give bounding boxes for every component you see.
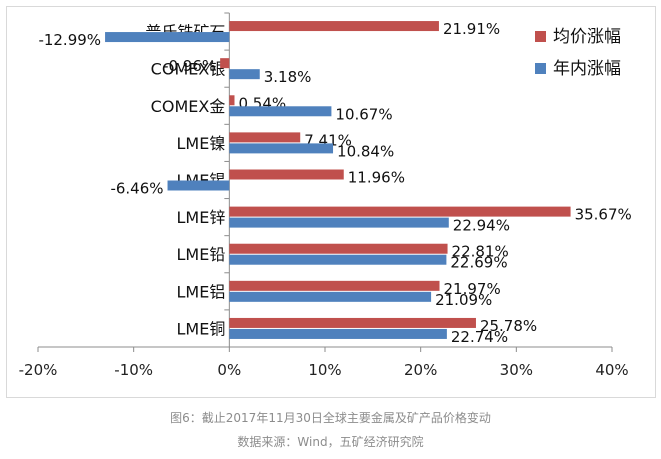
category-label: LME铝 — [176, 282, 225, 301]
bar-avg-price-change — [229, 243, 448, 254]
data-label: -12.99% — [38, 31, 101, 49]
bar-chart: -20%-10%0%10%20%30%40%普氏铁矿石21.91%-12.99%… — [19, 12, 632, 379]
category-label: LME铜 — [176, 319, 225, 338]
bar-avg-price-change — [229, 280, 440, 291]
bar-avg-price-change — [229, 206, 571, 217]
x-tick-label: -10% — [114, 361, 153, 379]
legend-label: 年内涨幅 — [553, 59, 621, 79]
x-tick-label: -20% — [19, 361, 58, 379]
category-label: COMEX银 — [151, 60, 226, 79]
category-label: COMEX金 — [151, 97, 226, 116]
data-label: 22.69% — [450, 254, 507, 272]
data-label: 35.67% — [575, 206, 632, 224]
data-label: 22.81% — [452, 243, 509, 261]
bar-ytd-change — [229, 254, 447, 265]
bar-ytd-change — [167, 180, 230, 191]
data-source: 数据来源：Wind，五矿经济研究院 — [237, 435, 424, 449]
legend-label: 均价涨幅 — [553, 27, 621, 47]
bar-avg-price-change — [229, 132, 301, 143]
x-tick-label: 40% — [595, 361, 628, 379]
bar-ytd-change — [229, 143, 334, 154]
bar-ytd-change — [105, 32, 230, 43]
bar-avg-price-change — [220, 58, 230, 69]
data-label: 3.18% — [264, 68, 312, 86]
bar-ytd-change — [229, 69, 260, 80]
bar-ytd-change — [229, 106, 332, 117]
data-label: 21.09% — [435, 291, 492, 309]
data-label: 25.78% — [480, 317, 537, 335]
category-label: LME铅 — [176, 245, 225, 264]
category-label: LME锌 — [176, 208, 225, 227]
data-label: 10.67% — [335, 105, 392, 123]
figure-caption: 图6：截止2017年11月30日全球主要金属及矿产品价格变动 — [170, 411, 491, 425]
data-label: 22.74% — [451, 328, 508, 346]
bar-ytd-change — [229, 217, 449, 228]
bar-ytd-change — [229, 291, 432, 302]
x-tick-label: 30% — [500, 361, 533, 379]
x-tick-label: 10% — [308, 361, 341, 379]
bar-avg-price-change — [229, 21, 439, 32]
legend-swatch — [535, 63, 546, 74]
bar-avg-price-change — [229, 317, 476, 328]
data-label: -6.46% — [110, 180, 163, 198]
data-label: 11.96% — [348, 169, 405, 187]
bar-avg-price-change — [229, 95, 235, 106]
data-label: 10.84% — [337, 142, 394, 160]
x-tick-label: 20% — [404, 361, 437, 379]
bar-avg-price-change — [229, 169, 344, 180]
data-label: 21.97% — [444, 280, 501, 298]
legend-swatch — [535, 31, 546, 42]
bar-ytd-change — [229, 328, 447, 339]
data-label: -0.96% — [163, 57, 216, 75]
category-label: LME镍 — [176, 134, 225, 153]
data-label: 22.94% — [453, 217, 510, 235]
data-label: 21.91% — [443, 20, 500, 38]
x-tick-label: 0% — [217, 361, 241, 379]
